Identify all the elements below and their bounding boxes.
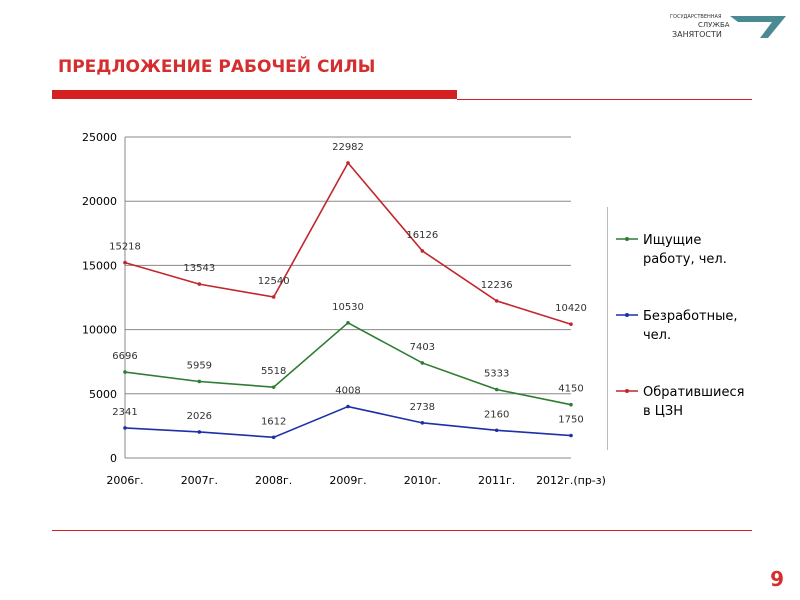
point — [271, 295, 276, 299]
series-line — [124, 161, 572, 325]
value-label: 1612 — [261, 416, 286, 427]
value-label: 5959 — [187, 360, 212, 371]
x-tick-label: 2006г. — [106, 474, 143, 487]
point — [123, 260, 127, 265]
y-tick-label: 0 — [110, 452, 117, 465]
x-tick-label: 2008г. — [255, 474, 292, 487]
value-label: 4008 — [335, 386, 360, 397]
x-tick-label: 2009г. — [329, 474, 366, 487]
point — [271, 385, 276, 389]
value-label: 2026 — [187, 411, 212, 422]
point — [197, 379, 202, 384]
value-label: 22982 — [332, 142, 364, 153]
title-bar — [52, 90, 457, 99]
y-tick-label: 20000 — [82, 195, 117, 208]
point — [494, 299, 499, 303]
value-label: 1750 — [558, 415, 583, 426]
value-label: 5333 — [484, 369, 509, 380]
point — [123, 370, 127, 374]
point — [420, 361, 425, 365]
value-label: 10420 — [555, 303, 587, 314]
legend-swatch — [616, 313, 638, 317]
legend-label: Обратившиеся в ЦЗН — [643, 385, 745, 419]
x-tick-label: 2012г.(пр-з) — [536, 474, 606, 487]
slide-title: ПРЕДЛОЖЕНИЕ РАБОЧЕЙ СИЛЫ — [58, 55, 375, 77]
logo: ГОСУДАРСТВЕННАЯ СЛУЖБА ЗАНЯТОСТИ — [668, 10, 788, 40]
value-label: 15218 — [109, 242, 141, 253]
y-tick-label: 10000 — [82, 324, 117, 337]
value-label: 6696 — [112, 351, 137, 362]
point — [494, 387, 499, 392]
point — [569, 402, 573, 407]
legend-item: Безработные, чел. — [616, 307, 747, 345]
legend-marker — [625, 389, 629, 393]
value-label: 2738 — [410, 402, 435, 413]
value-label: 12540 — [258, 276, 290, 287]
x-tick-label: 2007г. — [181, 474, 218, 487]
point — [346, 161, 350, 165]
y-tick-label: 25000 — [82, 131, 117, 144]
page-number: 9 — [770, 567, 784, 591]
legend-label: Безработные, чел. — [643, 309, 738, 343]
logo-mark: ГОСУДАРСТВЕННАЯ СЛУЖБА ЗАНЯТОСТИ — [670, 14, 786, 39]
legend-swatch — [616, 237, 638, 241]
value-label: 5518 — [261, 366, 286, 377]
point — [346, 404, 350, 409]
value-label: 10530 — [332, 302, 364, 313]
point — [123, 426, 127, 430]
value-label: 4150 — [558, 384, 583, 395]
point — [569, 433, 573, 438]
value-label: 16126 — [406, 230, 438, 241]
value-label: 13543 — [183, 263, 215, 274]
point — [420, 249, 425, 253]
legend-marker — [625, 237, 629, 241]
y-tick-label: 15000 — [82, 259, 117, 272]
value-label: 12236 — [481, 280, 513, 291]
logo-text: СЛУЖБА — [698, 21, 730, 29]
legend-swatch — [616, 389, 638, 393]
point — [346, 320, 350, 325]
y-tick-label: 5000 — [89, 388, 117, 401]
value-label: 2160 — [484, 409, 509, 420]
point — [569, 322, 573, 327]
point — [197, 430, 202, 434]
x-tick-label: 2010г. — [404, 474, 441, 487]
legend-item: Обратившиеся в ЦЗН — [616, 383, 747, 421]
point — [420, 421, 425, 425]
point — [197, 282, 202, 286]
legend-item: Ищущие работу, чел. — [616, 231, 747, 269]
point — [271, 435, 276, 440]
value-label: 7403 — [410, 342, 435, 353]
legend-marker — [625, 313, 629, 317]
legend: Ищущие работу, чел. Безработные, чел. Обра… — [607, 207, 747, 450]
value-label: 2341 — [112, 407, 137, 418]
logo-text: ЗАНЯТОСТИ — [672, 30, 722, 39]
legend-label: Ищущие работу, чел. — [643, 233, 727, 267]
point — [494, 428, 499, 433]
logo-text: ГОСУДАРСТВЕННАЯ — [670, 14, 721, 20]
x-tick-label: 2011г. — [478, 474, 515, 487]
